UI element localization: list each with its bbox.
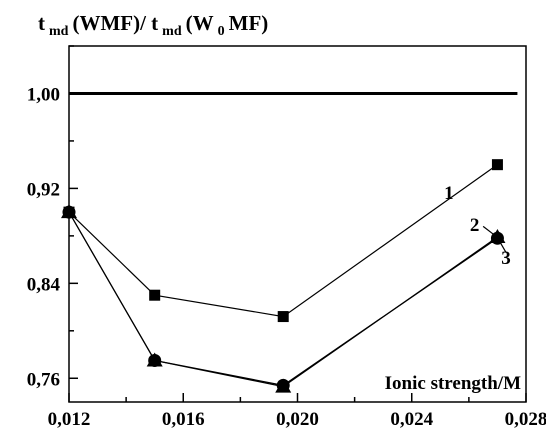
y-title-main: t (38, 11, 45, 35)
series-label-1: 1 (444, 183, 454, 204)
x-axis-title: Ionic strength/M (385, 373, 521, 394)
x-axis-ticks: 0,012 0,016 0,020 0,024 0,028 (48, 393, 546, 430)
data-point (146, 352, 163, 367)
y-title-sub-2: md (162, 24, 182, 39)
series-line (68, 211, 498, 388)
y-title-sub-3: 0 (218, 24, 225, 39)
series-2 (62, 205, 504, 392)
y-tick-label: 0,84 (27, 274, 61, 295)
series-3 (61, 204, 506, 393)
data-point (149, 289, 161, 301)
x-tick-label: 0,020 (276, 409, 319, 430)
series-label-2: 2 (470, 215, 480, 236)
plot-frame (68, 45, 527, 403)
data-point (277, 311, 289, 323)
x-tick-label: 0,012 (48, 409, 91, 430)
y-title-sub-1: md (49, 24, 69, 39)
series-line (68, 164, 498, 318)
leader-line-2 (482, 225, 495, 236)
annotation-layer: 123 (444, 183, 511, 269)
y-tick-label: 1,00 (27, 84, 60, 105)
y-title-mid: (WMF)/ t (72, 11, 158, 35)
data-point (275, 378, 292, 393)
data-point (61, 204, 77, 219)
y-axis-ticks: 0,76 0,84 0,92 1,00 (27, 45, 78, 390)
x-tick-label: 0,016 (162, 409, 205, 430)
series-line (68, 211, 498, 387)
x-tick-label: 0,028 (505, 409, 546, 430)
series-1 (63, 159, 503, 323)
y-axis-title: t md (WMF)/ t md (W 0 MF) (38, 11, 268, 39)
y-tick-label: 0,92 (27, 179, 60, 200)
x-tick-label: 0,024 (390, 409, 433, 430)
y-title-tail: MF) (229, 11, 269, 35)
data-point (489, 229, 506, 244)
data-point (491, 159, 503, 171)
y-title-mid-2: (W (186, 11, 214, 35)
leader-line-3 (498, 240, 507, 253)
series-label-3: 3 (501, 248, 511, 269)
y-tick-label: 0,76 (27, 369, 60, 390)
series-layer (61, 159, 506, 393)
